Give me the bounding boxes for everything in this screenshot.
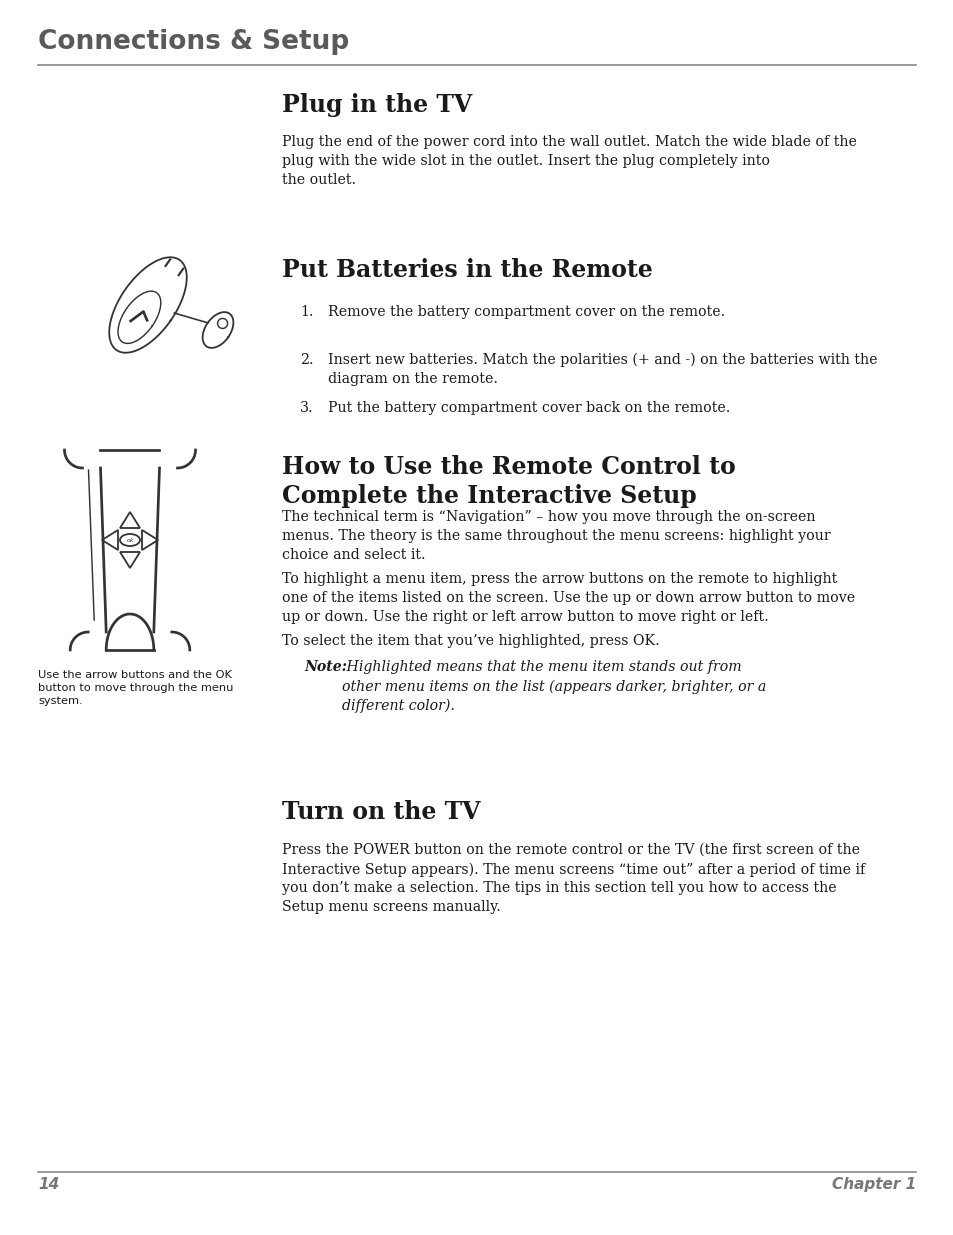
Text: Plug the end of the power cord into the wall outlet. Match the wide blade of the: Plug the end of the power cord into the … <box>282 135 856 186</box>
Text: How to Use the Remote Control to
Complete the Interactive Setup: How to Use the Remote Control to Complet… <box>282 454 735 508</box>
Text: The technical term is “Navigation” – how you move through the on-screen
menus. T: The technical term is “Navigation” – how… <box>282 510 830 562</box>
Text: ok: ok <box>126 537 133 542</box>
Text: Chapter 1: Chapter 1 <box>831 1177 915 1192</box>
Text: Remove the battery compartment cover on the remote.: Remove the battery compartment cover on … <box>328 305 724 319</box>
Text: To select the item that you’ve highlighted, press OK.: To select the item that you’ve highlight… <box>282 634 659 648</box>
Text: Highlighted means that the menu item stands out from
other menu items on the lis: Highlighted means that the menu item sta… <box>341 659 765 713</box>
Text: 1.: 1. <box>299 305 314 319</box>
Text: 14: 14 <box>38 1177 59 1192</box>
Text: Turn on the TV: Turn on the TV <box>282 800 480 824</box>
Text: Put Batteries in the Remote: Put Batteries in the Remote <box>282 258 652 282</box>
Text: 2.: 2. <box>299 353 314 367</box>
Text: Plug in the TV: Plug in the TV <box>282 93 472 117</box>
Text: Insert new batteries. Match the polarities (+ and -) on the batteries with the
d: Insert new batteries. Match the polariti… <box>328 353 877 387</box>
Text: Put the battery compartment cover back on the remote.: Put the battery compartment cover back o… <box>328 401 730 415</box>
Text: 3.: 3. <box>299 401 314 415</box>
Text: Note:: Note: <box>304 659 347 674</box>
Text: To highlight a menu item, press the arrow buttons on the remote to highlight
one: To highlight a menu item, press the arro… <box>282 572 854 624</box>
Text: Use the arrow buttons and the OK
button to move through the menu
system.: Use the arrow buttons and the OK button … <box>38 671 233 706</box>
Text: Connections & Setup: Connections & Setup <box>38 28 349 56</box>
Text: Press the POWER button on the remote control or the TV (the first screen of the
: Press the POWER button on the remote con… <box>282 844 864 914</box>
